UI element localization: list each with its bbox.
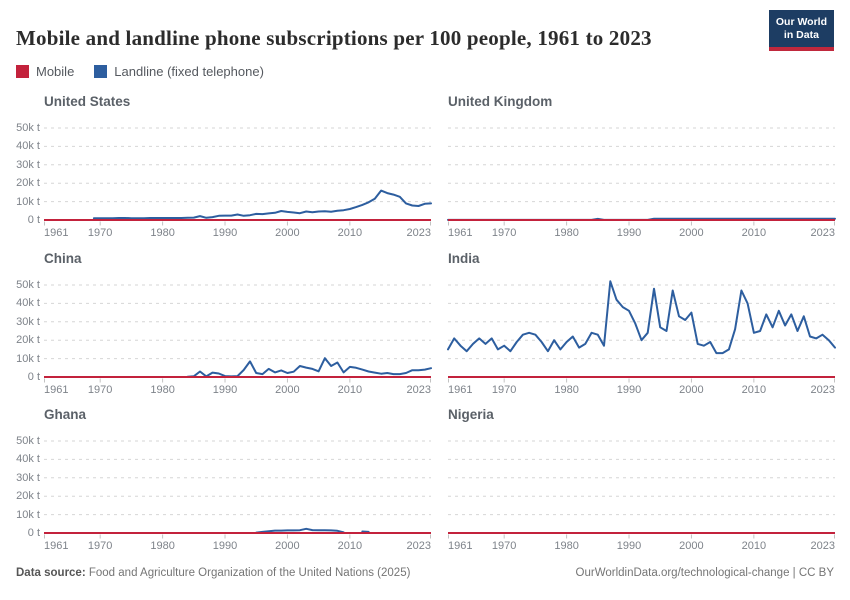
- x-tick-label: 1980: [150, 540, 175, 552]
- x-tick-label: 2023: [406, 540, 431, 552]
- x-tick-label: 2010: [337, 384, 363, 396]
- legend-label-landline: Landline (fixed telephone): [114, 64, 264, 79]
- legend-item-landline[interactable]: Landline (fixed telephone): [94, 64, 264, 79]
- page-title: Mobile and landline phone subscriptions …: [16, 26, 652, 51]
- panel-chart-united-kingdom: [447, 127, 836, 226]
- landline-swatch-icon: [94, 65, 108, 78]
- x-tick-label: 2000: [679, 540, 704, 552]
- panel-chart-united-states: [44, 127, 432, 226]
- x-tick-label: 1970: [491, 540, 517, 552]
- x-tick-label: 2023: [810, 384, 835, 396]
- x-tick-label: 2023: [810, 540, 835, 552]
- y-tick-label: 10k t: [16, 195, 40, 208]
- x-tick-label: 2010: [741, 384, 767, 396]
- landline-line: [186, 357, 432, 378]
- panel-title-ghana: Ghana: [44, 407, 87, 422]
- y-tick-label: 0 t: [27, 214, 40, 226]
- footer: Data source: Food and Agriculture Organi…: [16, 567, 834, 579]
- x-tick-label: 1961: [44, 227, 69, 239]
- y-tick-label: 20k t: [16, 334, 40, 347]
- data-source-label: Data source:: [16, 567, 86, 579]
- y-tick-label: 40k t: [16, 297, 40, 310]
- y-tick-label: 10k t: [16, 508, 40, 521]
- legend-item-mobile[interactable]: Mobile: [16, 64, 74, 79]
- y-tick-label: 40k t: [16, 140, 40, 153]
- x-tick-label: 1980: [554, 384, 579, 396]
- owid-logo[interactable]: Our World in Data: [768, 10, 834, 51]
- panel-title-united-kingdom: United Kingdom: [448, 94, 553, 109]
- data-source-text: Food and Agriculture Organization of the…: [85, 567, 411, 579]
- y-tick-label: 50k t: [16, 122, 40, 134]
- x-tick-label: 2023: [406, 384, 431, 396]
- x-tick-label: 1970: [491, 227, 517, 239]
- x-tick-label: 1961: [448, 540, 473, 552]
- x-tick-label: 1980: [150, 227, 175, 239]
- panel-title-china: China: [44, 251, 82, 266]
- x-tick-label: 1990: [616, 540, 642, 552]
- credit-link[interactable]: OurWorldinData.org/technological-change …: [575, 567, 834, 579]
- legend: Mobile Landline (fixed telephone): [16, 64, 264, 79]
- data-source: Data source: Food and Agriculture Organi…: [16, 567, 410, 579]
- y-tick-label: 0 t: [27, 527, 40, 539]
- x-tick-label: 2000: [275, 384, 300, 396]
- x-tick-label: 2000: [679, 227, 704, 239]
- x-tick-label: 2000: [275, 227, 300, 239]
- x-tick-label: 1990: [616, 227, 642, 239]
- x-tick-label: 2023: [406, 227, 431, 239]
- x-tick-label: 1970: [87, 540, 113, 552]
- x-tick-label: 2010: [337, 227, 363, 239]
- y-tick-label: 40k t: [16, 453, 40, 466]
- panel-title-united-states: United States: [44, 94, 131, 109]
- owid-logo-line2: in Data: [783, 29, 819, 41]
- panel-title-nigeria: Nigeria: [448, 407, 494, 422]
- x-tick-label: 2010: [741, 540, 767, 552]
- y-tick-label: 30k t: [16, 315, 40, 328]
- y-tick-label: 50k t: [16, 435, 40, 447]
- y-tick-label: 10k t: [16, 352, 40, 365]
- owid-logo-line1: Our World: [775, 16, 827, 28]
- x-tick-label: 1970: [87, 384, 113, 396]
- mobile-swatch-icon: [16, 65, 29, 78]
- x-tick-label: 1990: [212, 384, 238, 396]
- panel-chart-china: [44, 284, 432, 383]
- panel-chart-ghana: [44, 440, 431, 539]
- x-tick-label: 1961: [448, 227, 473, 239]
- x-tick-label: 1990: [212, 227, 238, 239]
- x-tick-label: 1961: [448, 384, 473, 396]
- x-tick-label: 2000: [275, 540, 300, 552]
- panel-title-india: India: [448, 251, 480, 266]
- y-tick-label: 0 t: [27, 371, 40, 383]
- x-tick-label: 1970: [87, 227, 113, 239]
- panel-chart-india: [447, 280, 836, 383]
- x-tick-label: 1961: [44, 384, 69, 396]
- legend-label-mobile: Mobile: [36, 64, 75, 79]
- panel-chart-nigeria: [448, 440, 835, 539]
- y-tick-label: 50k t: [16, 279, 40, 291]
- y-tick-label: 20k t: [16, 490, 40, 503]
- x-tick-label: 1990: [212, 540, 238, 552]
- x-tick-label: 2010: [741, 227, 767, 239]
- landline-line: [447, 280, 836, 355]
- y-tick-label: 30k t: [16, 158, 40, 171]
- x-tick-label: 1961: [44, 540, 69, 552]
- x-tick-label: 2010: [337, 540, 363, 552]
- x-tick-label: 1990: [616, 384, 642, 396]
- y-tick-label: 20k t: [16, 177, 40, 190]
- x-tick-label: 1980: [150, 384, 175, 396]
- y-tick-label: 30k t: [16, 471, 40, 484]
- landline-line: [92, 189, 432, 220]
- x-tick-label: 2023: [810, 227, 835, 239]
- x-tick-label: 2000: [679, 384, 704, 396]
- x-tick-label: 1980: [554, 227, 579, 239]
- x-tick-label: 1980: [554, 540, 579, 552]
- x-tick-label: 1970: [491, 384, 517, 396]
- landline-line: [255, 527, 370, 534]
